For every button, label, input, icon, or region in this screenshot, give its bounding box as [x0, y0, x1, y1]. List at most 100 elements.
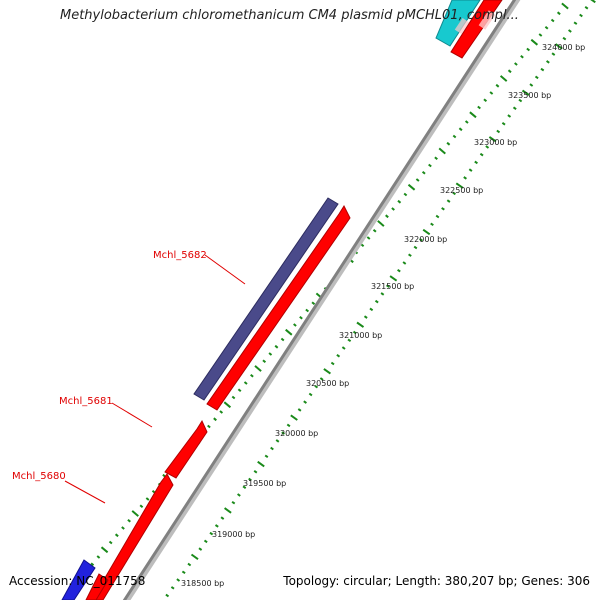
gene-label-leader-5682 [204, 254, 246, 285]
minor-tick [428, 163, 432, 168]
minor-tick [408, 253, 412, 257]
major-tick [488, 136, 497, 143]
minor-tick [203, 539, 208, 544]
gene-mchl-5682-feature[interactable] [193, 197, 339, 401]
minor-tick [264, 454, 269, 459]
gene-label-mchl-5682[interactable]: Mchl_5682 [153, 250, 207, 261]
gene-label-mchl-5680[interactable]: Mchl_5680 [12, 471, 66, 482]
minor-tick [496, 129, 501, 134]
minor-tick [397, 199, 402, 204]
scale-tick-track [165, 0, 596, 598]
minor-tick [415, 178, 420, 182]
major-tick [555, 43, 563, 50]
minor-tick [262, 359, 267, 364]
major-tick [285, 328, 293, 336]
minor-tick [386, 284, 390, 288]
minor-tick [274, 344, 279, 349]
minor-tick [402, 261, 407, 265]
minor-tick [540, 67, 545, 72]
minor-tick [458, 127, 463, 132]
minor-tick [446, 199, 451, 203]
minor-tick [403, 192, 408, 197]
minor-tick [464, 120, 469, 124]
minor-tick [452, 191, 456, 196]
minor-tick [275, 439, 280, 443]
minor-tick [165, 593, 170, 598]
minor-tick [483, 98, 488, 103]
minor-tick [520, 54, 524, 59]
major-tick [190, 553, 199, 561]
minor-tick [419, 237, 423, 242]
minor-tick [207, 424, 211, 429]
minor-tick [369, 307, 374, 312]
major-tick [422, 228, 431, 236]
gene-label-leader-5681 [111, 402, 153, 428]
accession-info: Accession: NC_011758 [9, 574, 145, 588]
minor-tick [360, 243, 365, 248]
scale-label: 319500 bp [243, 479, 286, 488]
minor-tick [430, 222, 434, 227]
blue-feature[interactable] [61, 559, 96, 600]
minor-tick [90, 562, 95, 567]
minor-tick [434, 156, 438, 161]
top-forward-highlight [478, 10, 496, 30]
minor-tick [187, 562, 192, 567]
bottom-forward-feature[interactable] [85, 573, 109, 600]
minor-tick [556, 11, 561, 16]
minor-tick [534, 75, 539, 80]
minor-tick [579, 13, 583, 18]
minor-tick [495, 83, 500, 88]
minor-tick [181, 570, 186, 575]
minor-tick [372, 228, 377, 233]
minor-tick [176, 578, 181, 582]
minor-tick [546, 60, 550, 64]
minor-tick [551, 52, 556, 56]
gene-mchl-5682-forward-feature[interactable] [206, 204, 351, 411]
minor-tick [538, 33, 543, 37]
gene-label-mchl-5681[interactable]: Mchl_5681 [59, 396, 113, 407]
minor-tick [452, 134, 457, 139]
backbone-line-shadow [124, 0, 521, 600]
outer-tick-track [65, 2, 569, 596]
minor-tick [474, 160, 478, 165]
major-tick [377, 220, 385, 227]
minor-tick [518, 98, 523, 103]
scale-labels: 318500 bp 319000 bp 319500 bp 320000 bp 3205… [181, 43, 585, 588]
major-tick [131, 510, 139, 517]
minor-tick [366, 236, 371, 240]
minor-tick [299, 315, 303, 320]
minor-tick [127, 518, 131, 523]
minor-tick [584, 5, 589, 10]
minor-tick [248, 477, 252, 482]
major-tick [561, 2, 569, 10]
minor-tick [441, 207, 445, 211]
minor-tick [96, 555, 101, 559]
scale-label: 319000 bp [212, 530, 255, 539]
minor-tick [336, 353, 341, 358]
scale-label: 324000 bp [542, 43, 585, 52]
major-tick [290, 414, 298, 421]
minor-tick [562, 36, 567, 41]
minor-tick [270, 446, 274, 451]
minor-tick [198, 547, 203, 551]
major-tick [223, 401, 232, 409]
scale-label: 323000 bp [474, 138, 517, 147]
cyan-feature-highlight [454, 17, 470, 35]
gene-mchl-5681-feature[interactable] [164, 419, 208, 479]
scale-label: 323500 bp [508, 91, 551, 100]
minor-tick [385, 214, 389, 219]
minor-tick [479, 152, 484, 157]
cyan-feature[interactable] [435, 0, 481, 47]
minor-tick [352, 330, 357, 335]
minor-tick [145, 497, 150, 501]
topology-summary: Topology: circular; Length: 380,207 bp; … [283, 574, 590, 588]
minor-tick [268, 352, 273, 356]
minor-tick [293, 323, 297, 327]
minor-tick [526, 47, 531, 52]
major-tick [469, 111, 477, 119]
minor-tick [501, 121, 506, 126]
scale-label: 322500 bp [440, 186, 483, 195]
scale-label: 318500 bp [181, 579, 224, 588]
accession-label: Accession: [9, 574, 73, 588]
